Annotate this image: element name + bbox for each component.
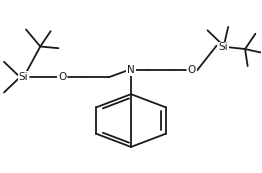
- Text: Si: Si: [218, 42, 228, 52]
- Text: O: O: [58, 72, 67, 82]
- Text: N: N: [127, 65, 135, 75]
- Text: O: O: [188, 65, 196, 75]
- Text: Si: Si: [19, 72, 28, 82]
